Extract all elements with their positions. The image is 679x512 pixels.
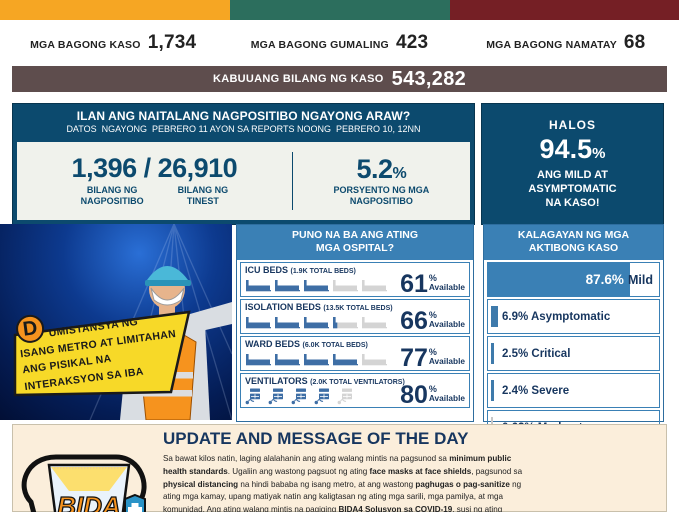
svg-text:D: D — [21, 317, 38, 341]
svg-text:BIDA: BIDA — [57, 491, 121, 512]
